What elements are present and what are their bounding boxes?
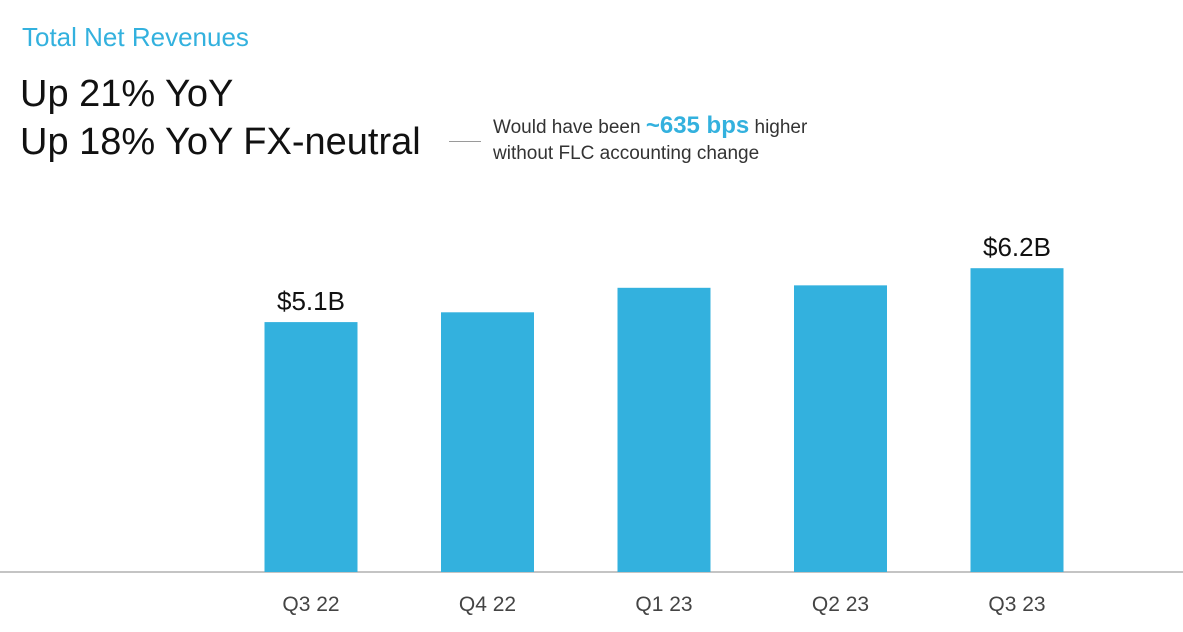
x-tick-label: Q1 23 <box>635 593 692 616</box>
annotation-connector-line <box>449 141 481 142</box>
x-tick-label: Q3 23 <box>988 593 1045 616</box>
bar-q2-23 <box>794 285 887 572</box>
bar-q3-22 <box>264 322 358 572</box>
bar-data-label: $5.1B <box>277 286 345 316</box>
note-prefix: Would have been <box>493 117 646 138</box>
headline-yoy: Up 21% YoY <box>20 73 234 115</box>
bar-q1-23 <box>617 287 711 572</box>
bar-q4-22 <box>441 312 534 572</box>
bar-q3-23 <box>970 268 1064 572</box>
x-tick-label: Q3 22 <box>282 593 339 616</box>
note-highlight-bps: ~635 bps <box>645 112 750 139</box>
note-line2: without FLC accounting change <box>493 143 760 164</box>
note-suffix: higher <box>749 117 808 138</box>
headline-fx-neutral: Up 18% YoY FX-neutral <box>20 121 421 163</box>
chart-subtitle: Total Net Revenues <box>22 22 249 52</box>
bar-data-label: $6.2B <box>983 232 1051 262</box>
x-tick-label: Q4 22 <box>459 593 516 616</box>
annotation-note: Would have been ~635 bps higher without … <box>493 113 807 167</box>
x-tick-label: Q2 23 <box>812 593 869 616</box>
